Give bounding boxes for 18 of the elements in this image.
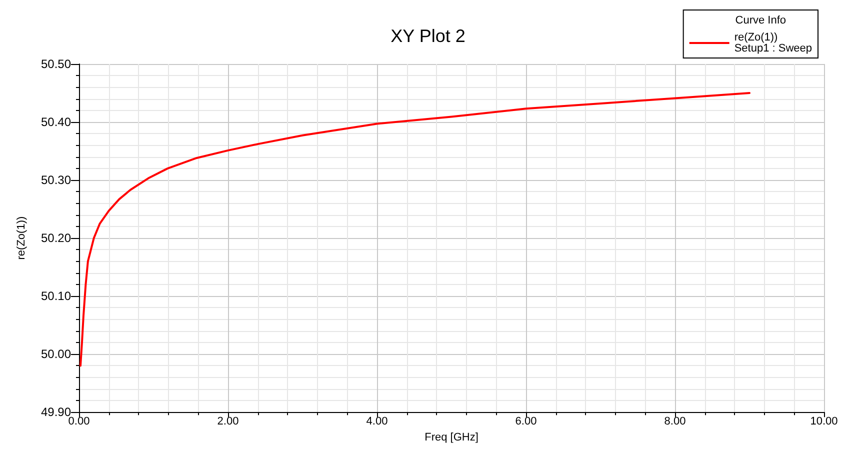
x-tick-label: 4.00 [366,416,388,428]
x-tick-label: 8.00 [664,416,686,428]
y-axis-title: re(Zo(1)) [16,216,28,260]
x-tick-label: 0.00 [68,416,90,428]
y-tick-label: 50.10 [40,289,72,304]
legend-label: re(Zo(1)) Setup1 : Sweep [734,32,812,54]
y-tick-label: 50.00 [40,347,72,362]
y-tick-label: 50.50 [40,57,72,71]
line-series [79,92,750,367]
chart-title: XY Plot 2 [390,26,466,46]
x-axis-title: Freq [GHz] [424,432,478,444]
y-tick-label: 50.30 [40,173,72,188]
y-tick-label: 50.20 [40,231,72,246]
x-tick-label: 10.00 [810,416,838,428]
x-tick-label: 6.00 [515,416,537,428]
y-tick-label: 50.40 [40,115,72,130]
legend-title: Curve Info [735,14,786,26]
x-tick-label: 2.00 [217,416,239,428]
